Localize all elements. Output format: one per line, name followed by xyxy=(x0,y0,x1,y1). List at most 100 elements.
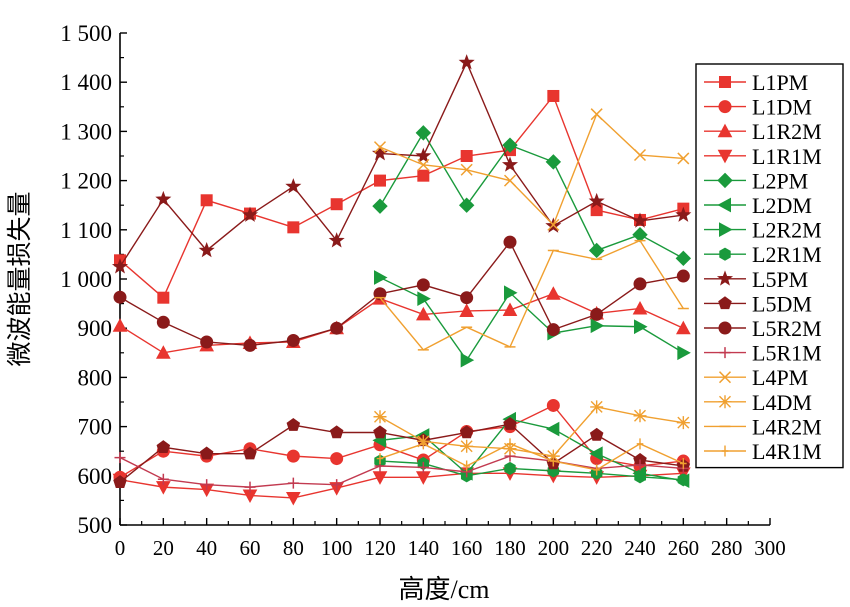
data-point-marker xyxy=(716,270,734,286)
series-L5PM xyxy=(111,54,692,274)
legend-label: L1PM xyxy=(752,70,808,95)
data-point-marker xyxy=(200,194,213,207)
y-tick-label: 1 200 xyxy=(60,169,112,194)
legend-label: L5R1M xyxy=(752,341,822,366)
x-tick-label: 200 xyxy=(538,536,570,560)
data-point-marker xyxy=(157,291,170,304)
data-point-marker xyxy=(373,425,387,439)
data-point-marker xyxy=(721,445,729,457)
legend-item: L1R1M xyxy=(704,144,822,169)
x-tick-label: 220 xyxy=(581,536,613,560)
data-point-marker xyxy=(372,198,388,214)
data-point-marker xyxy=(285,178,302,194)
data-point-marker xyxy=(286,334,300,347)
data-point-marker xyxy=(113,475,127,488)
data-point-marker xyxy=(157,473,169,485)
legend-label: L1DM xyxy=(752,95,812,120)
legend-item: L4PM xyxy=(704,365,808,390)
data-point-marker xyxy=(677,345,691,361)
x-tick-label: 160 xyxy=(451,536,483,560)
data-point-marker xyxy=(588,192,605,209)
data-point-marker xyxy=(374,270,388,285)
legend-item: L1PM xyxy=(704,70,808,95)
x-tick-label: 0 xyxy=(115,536,126,560)
data-point-marker xyxy=(417,291,431,307)
data-point-marker xyxy=(373,410,387,424)
series-L4R2M xyxy=(374,239,689,351)
data-point-marker xyxy=(376,453,384,465)
series-line xyxy=(119,94,684,299)
series-line xyxy=(379,460,684,481)
data-point-marker xyxy=(287,477,299,489)
data-point-marker xyxy=(417,169,430,182)
legend-item: L5R2M xyxy=(704,316,822,341)
series-line xyxy=(379,112,684,227)
data-point-marker xyxy=(373,141,387,154)
legend-item: L1R2M xyxy=(704,119,822,144)
legend-item: L4DM xyxy=(704,390,812,415)
data-point-marker xyxy=(593,464,600,476)
data-point-marker xyxy=(112,318,128,332)
data-point-marker xyxy=(503,235,517,249)
data-point-marker xyxy=(717,149,733,164)
data-point-marker xyxy=(675,320,691,335)
data-point-marker xyxy=(460,439,474,453)
data-point-marker xyxy=(459,425,474,439)
legend-label: L1R2M xyxy=(752,119,822,144)
data-point-marker xyxy=(718,296,732,310)
data-point-marker xyxy=(287,221,300,234)
data-point-marker xyxy=(633,409,647,423)
data-point-marker xyxy=(458,197,475,213)
x-tick-label: 80 xyxy=(283,536,304,560)
series-L2PM xyxy=(372,125,692,267)
data-point-marker xyxy=(546,398,560,412)
series-L1PM xyxy=(114,89,690,304)
x-axis-label: 高度/cm xyxy=(399,575,490,604)
data-point-marker xyxy=(677,152,690,165)
series-L4PM xyxy=(373,108,690,231)
data-point-marker xyxy=(676,416,690,430)
legend-item: L5PM xyxy=(704,267,808,292)
data-point-marker xyxy=(677,473,690,487)
legend: L1PML1DML1R2ML1R1ML2PML2DML2R2ML2R1ML5PM… xyxy=(695,63,844,469)
data-point-marker xyxy=(372,471,388,485)
data-point-marker xyxy=(504,285,518,301)
data-point-marker xyxy=(243,338,257,352)
data-point-marker xyxy=(458,54,475,70)
data-point-marker xyxy=(634,459,646,471)
x-tick-label: 260 xyxy=(668,536,700,560)
series-L4R1M xyxy=(376,438,687,476)
series-line xyxy=(119,472,684,499)
data-point-marker xyxy=(504,461,516,475)
data-point-marker xyxy=(680,458,687,469)
x-tick-label: 120 xyxy=(364,536,396,560)
data-point-marker xyxy=(547,218,560,231)
series-layer xyxy=(111,54,692,506)
data-point-marker xyxy=(634,470,646,484)
x-tick-label: 60 xyxy=(240,536,261,560)
data-point-marker xyxy=(502,137,518,153)
series-line xyxy=(119,455,684,488)
legend-item: L2R1M xyxy=(704,242,822,267)
data-point-marker xyxy=(590,108,603,121)
data-point-marker xyxy=(328,232,345,248)
data-point-marker xyxy=(201,479,213,491)
legend-label: L5DM xyxy=(752,291,812,316)
x-tick-label: 180 xyxy=(494,536,526,560)
legend-label: L4DM xyxy=(752,390,812,415)
legend-item: L2R2M xyxy=(704,218,822,243)
data-point-marker xyxy=(545,154,562,170)
data-point-marker xyxy=(589,427,604,441)
data-point-marker xyxy=(463,460,470,472)
data-point-marker xyxy=(198,242,215,258)
y-tick-label: 1 100 xyxy=(60,218,112,243)
data-point-marker xyxy=(675,250,692,267)
legend-item: L2DM xyxy=(704,193,812,218)
data-point-marker xyxy=(417,461,429,473)
series-line xyxy=(379,276,684,362)
series-L1DM xyxy=(113,398,690,484)
y-tick-label: 1 500 xyxy=(60,21,112,46)
legend-label: L4PM xyxy=(752,365,808,390)
y-tick-label: 1 400 xyxy=(60,70,112,95)
